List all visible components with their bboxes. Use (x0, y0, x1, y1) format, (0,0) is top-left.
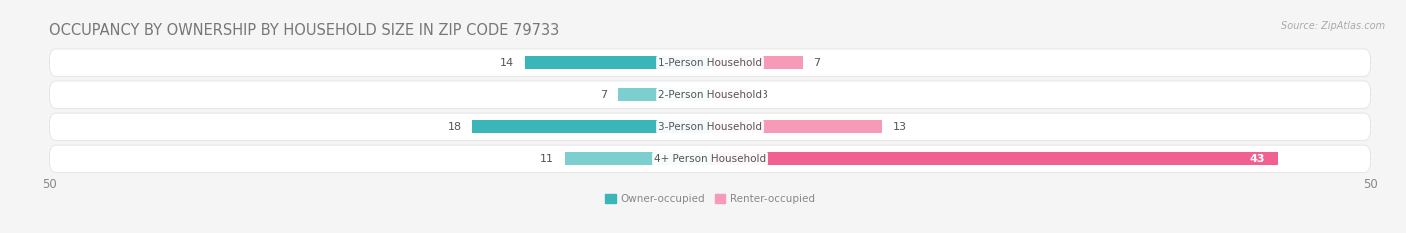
Text: 43: 43 (1250, 154, 1265, 164)
Bar (710, 120, 882, 134)
Bar (710, 88, 749, 101)
Text: 1-Person Household: 1-Person Household (658, 58, 762, 68)
Text: 11: 11 (540, 154, 554, 164)
FancyBboxPatch shape (49, 81, 1371, 108)
Text: 18: 18 (447, 122, 461, 132)
Legend: Owner-occupied, Renter-occupied: Owner-occupied, Renter-occupied (602, 190, 818, 209)
Text: 13: 13 (893, 122, 907, 132)
Text: Source: ZipAtlas.com: Source: ZipAtlas.com (1281, 21, 1385, 31)
Bar (565, 152, 710, 165)
Bar (710, 56, 803, 69)
Text: 14: 14 (501, 58, 515, 68)
Bar (472, 120, 710, 134)
FancyBboxPatch shape (49, 49, 1371, 76)
Text: 4+ Person Household: 4+ Person Household (654, 154, 766, 164)
Bar (617, 88, 710, 101)
Text: 3-Person Household: 3-Person Household (658, 122, 762, 132)
FancyBboxPatch shape (49, 113, 1371, 140)
Text: 7: 7 (600, 90, 607, 100)
Text: 3: 3 (761, 90, 768, 100)
Bar (524, 56, 710, 69)
FancyBboxPatch shape (49, 145, 1371, 172)
Text: OCCUPANCY BY OWNERSHIP BY HOUSEHOLD SIZE IN ZIP CODE 79733: OCCUPANCY BY OWNERSHIP BY HOUSEHOLD SIZE… (49, 24, 560, 38)
Text: 7: 7 (813, 58, 820, 68)
Text: 2-Person Household: 2-Person Household (658, 90, 762, 100)
Bar (710, 152, 1278, 165)
